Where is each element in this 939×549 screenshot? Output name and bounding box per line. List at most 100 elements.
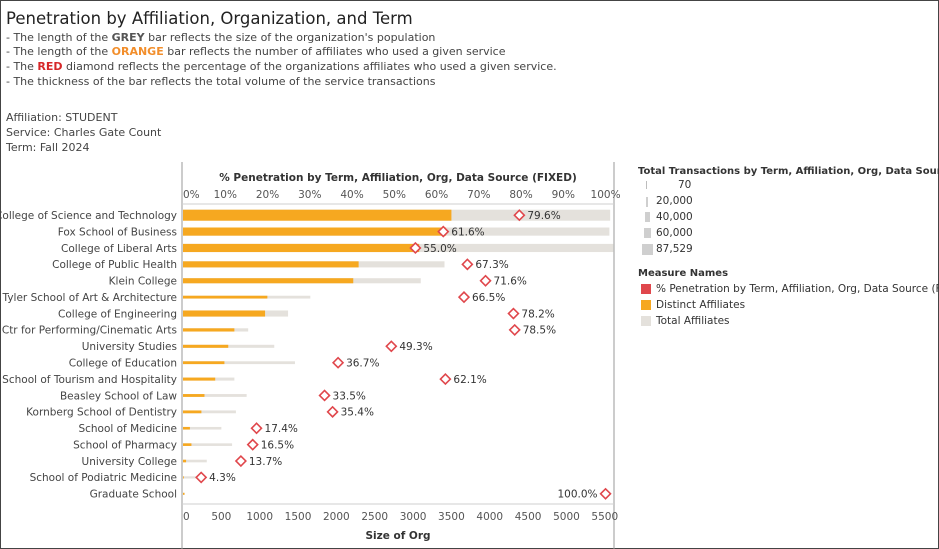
distinct-affiliates-bar <box>183 209 452 221</box>
size-swatch-5 <box>642 244 653 255</box>
top-tick-label: 20% <box>256 189 279 201</box>
penetration-diamond <box>318 389 331 402</box>
penetration-diamond <box>479 274 492 287</box>
penetration-diamond <box>507 307 520 320</box>
distinct-affiliates-bar <box>183 394 205 397</box>
bottom-tick-label: 2000 <box>323 511 350 523</box>
top-axis-title: % Penetration by Term, Affiliation, Org,… <box>219 172 577 184</box>
filter-affiliation: Affiliation: STUDENT <box>6 111 118 124</box>
note-red: - The RED diamond reflects the percentag… <box>6 60 557 73</box>
top-tick-label: 90% <box>552 189 575 201</box>
distinct-affiliates-bar <box>183 243 420 253</box>
category-label: School of Podiatric Medicine <box>30 472 177 484</box>
total-affiliates-bar <box>183 394 247 397</box>
filter-term: Term: Fall 2024 <box>6 141 90 154</box>
measure-label-penetration: % Penetration by Term, Affiliation, Org,… <box>656 283 939 295</box>
total-affiliates-bar <box>183 344 275 348</box>
category-label: Ctr for Performing/Cinematic Arts <box>2 325 177 337</box>
penetration-diamond <box>326 405 339 418</box>
size-label-4: 60,000 <box>656 227 693 239</box>
distinct-affiliates-bar <box>183 410 202 414</box>
penetration-diamond <box>461 258 474 271</box>
top-tick-label: 0% <box>183 189 200 201</box>
size-label-1: 70 <box>678 179 692 191</box>
penetration-diamond <box>246 438 259 451</box>
penetration-label: 4.3% <box>209 472 236 484</box>
note-orange-pre: - The length of the <box>6 45 112 58</box>
category-label: Tyler School of Art & Architecture <box>2 292 177 304</box>
bottom-tick-label: 3000 <box>400 511 427 523</box>
category-label: College of Engineering <box>58 308 177 320</box>
measure-legend-title: Measure Names <box>638 268 729 279</box>
measure-label-distinct: Distinct Affiliates <box>656 299 746 311</box>
bottom-tick-label: 1500 <box>285 511 312 523</box>
measure-label-total: Total Affiliates <box>656 315 730 327</box>
penetration-label: 16.5% <box>261 439 294 451</box>
penetration-diamond <box>457 291 471 304</box>
bottom-tick-label: 4500 <box>515 511 542 523</box>
category-label: Kornberg School of Dentistry <box>26 407 177 419</box>
note-grey: - The length of the GREY bar reflects th… <box>6 31 435 44</box>
category-label: Klein College <box>109 276 177 288</box>
distinct-affiliates-bar <box>183 492 185 495</box>
penetration-label: 36.7% <box>346 357 379 369</box>
distinct-affiliates-bar <box>183 476 184 479</box>
total-affiliates-bar <box>183 459 207 463</box>
distinct-affiliates-bar <box>183 310 266 317</box>
penetration-diamond <box>508 323 521 336</box>
distinct-affiliates-bar <box>183 261 359 268</box>
top-tick-label: 30% <box>298 189 321 201</box>
note-red-post: diamond reflects the percentage of the o… <box>62 60 557 73</box>
penetration-label: 35.4% <box>341 407 374 419</box>
size-swatch-4 <box>644 228 651 238</box>
penetration-label: 67.3% <box>475 259 508 271</box>
top-tick-label: 40% <box>340 189 363 201</box>
distinct-affiliates-bar <box>183 227 447 236</box>
top-tick-label: 100% <box>591 189 621 201</box>
penetration-diamond <box>331 356 345 369</box>
distinct-affiliates-bar <box>183 278 354 284</box>
note-red-pre: - The <box>6 60 38 73</box>
category-label: College of Public Health <box>52 259 177 271</box>
category-label: School of Tourism and Hospitality <box>2 374 177 386</box>
penetration-label: 78.2% <box>521 308 554 320</box>
measure-swatch-distinct <box>641 300 651 310</box>
category-label: School of Medicine <box>78 423 177 435</box>
measure-swatch-total <box>641 316 651 326</box>
penetration-label: 61.6% <box>451 226 484 238</box>
penetration-diamond <box>437 225 450 238</box>
note-red-key: RED <box>37 60 63 73</box>
top-tick-label: 60% <box>425 189 448 201</box>
bottom-tick-label: 0 <box>183 511 190 523</box>
distinct-affiliates-bar <box>183 459 187 463</box>
top-tick-label: 70% <box>467 189 490 201</box>
size-swatch-3 <box>645 212 650 222</box>
category-label: School of Pharmacy <box>73 439 177 451</box>
bottom-tick-label: 1000 <box>246 511 273 523</box>
penetration-label: 55.0% <box>423 243 456 255</box>
category-label: Graduate School <box>90 489 177 501</box>
category-label: University College <box>82 456 177 468</box>
distinct-affiliates-bar <box>183 377 216 381</box>
bottom-tick-label: 4000 <box>476 511 503 523</box>
size-label-5: 87,529 <box>656 243 693 255</box>
penetration-diamond <box>234 454 247 468</box>
category-label: College of Liberal Arts <box>61 243 177 255</box>
size-legend-title: Total Transactions by Term, Affiliation,… <box>638 166 939 177</box>
top-tick-label: 50% <box>383 189 406 201</box>
penetration-label: 62.1% <box>453 374 486 386</box>
distinct-affiliates-bar <box>183 426 190 430</box>
category-label: College of Science and Technology <box>0 210 177 222</box>
distinct-affiliates-bar <box>183 344 229 348</box>
size-swatch-2 <box>646 197 648 207</box>
penetration-label: 17.4% <box>265 423 298 435</box>
note-orange-post: bar reflects the number of affiliates wh… <box>163 45 506 58</box>
penetration-label: 71.6% <box>494 276 527 288</box>
note-orange: - The length of the ORANGE bar reflects … <box>6 45 506 58</box>
penetration-diamond <box>250 422 263 435</box>
penetration-label: 66.5% <box>472 292 505 304</box>
total-affiliates-bar <box>183 410 236 414</box>
penetration-chart: % Penetration by Term, Affiliation, Org,… <box>0 162 621 549</box>
category-label: Fox School of Business <box>58 226 177 238</box>
note-thickness: - The thickness of the bar reflects the … <box>6 75 436 88</box>
